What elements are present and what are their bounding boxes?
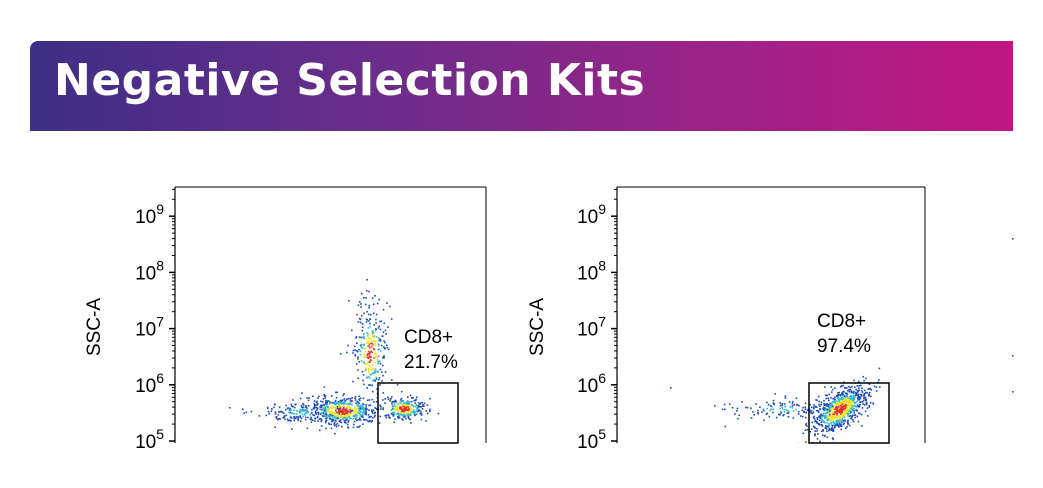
event-density-cloud [229, 278, 440, 435]
y-tick-label: 107 [135, 314, 164, 341]
gate-percent: 97.4% [817, 336, 871, 357]
event-density-cloud [670, 367, 881, 443]
y-tick-label: 105 [135, 426, 164, 453]
y-tick-label: 109 [577, 201, 606, 228]
flow-plot-1: 105 106 107 108 109 SSC-A CD8+ 21.7% [84, 186, 487, 453]
cd8-gate [808, 382, 890, 444]
y-axis-label: SSC-A [84, 298, 105, 356]
y-axis-label: SSC-A [527, 298, 548, 356]
title-banner: Negative Selection Kits [30, 41, 1013, 131]
y-tick-label: 109 [135, 201, 164, 228]
page-title: Negative Selection Kits [54, 55, 646, 106]
y-tick-label: 105 [577, 426, 606, 453]
gate-percent: 21.7% [404, 352, 458, 373]
gate-label: CD8+ [817, 311, 866, 332]
y-tick-label: 106 [577, 370, 606, 397]
cd8-gate [377, 382, 459, 444]
y-tick-label: 108 [577, 257, 606, 284]
y-tick-label: 107 [577, 314, 606, 341]
y-tick-label: 106 [135, 370, 164, 397]
y-tick-label: 108 [135, 257, 164, 284]
flow-plot-2: 105 106 107 108 109 SSC-A CD8+ 97.4% [527, 186, 1014, 453]
gate-label: CD8+ [404, 327, 453, 348]
